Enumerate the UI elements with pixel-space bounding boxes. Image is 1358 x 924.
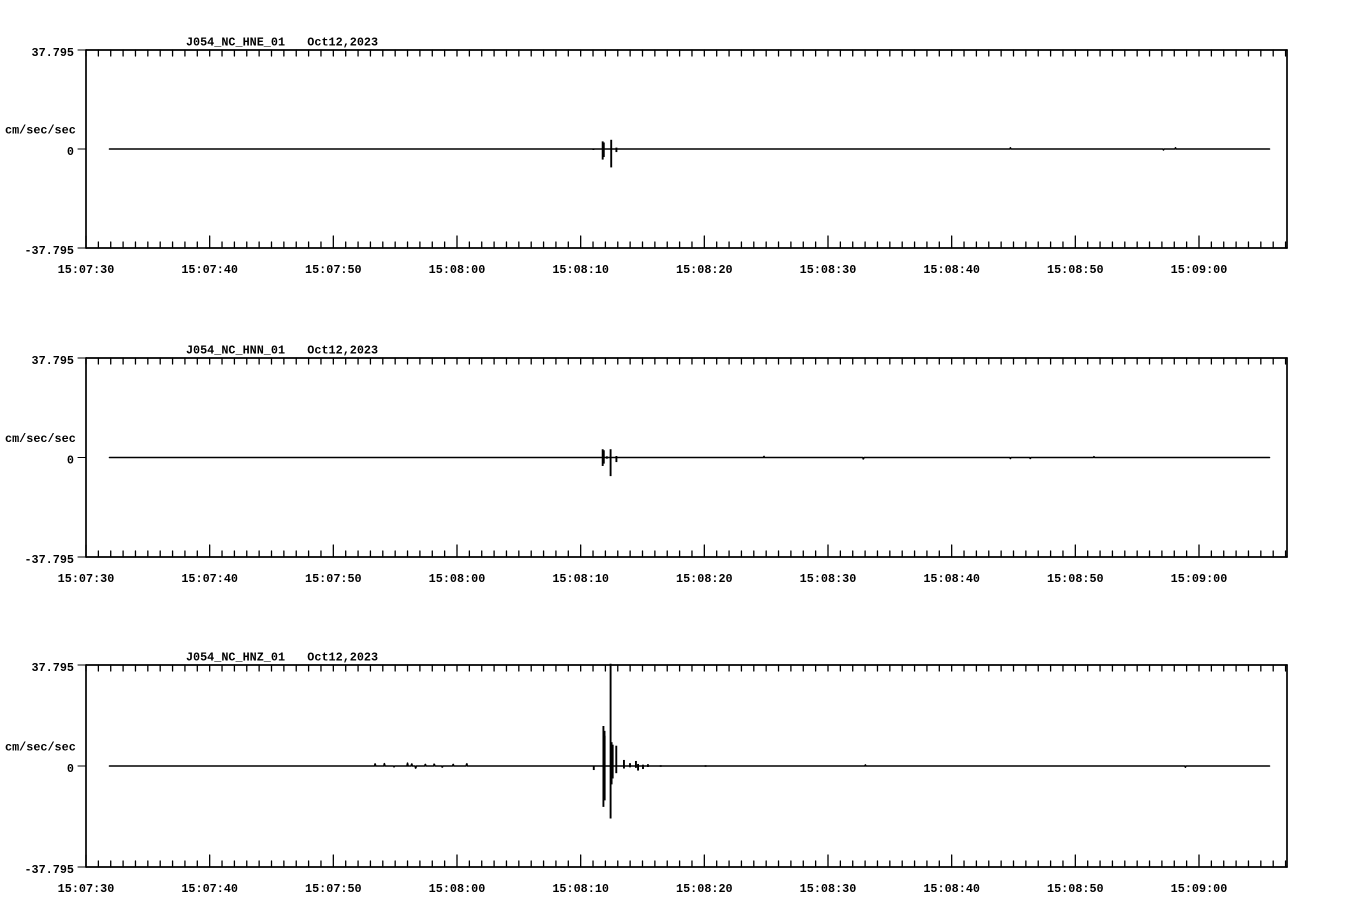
svg-text:15:08:40: 15:08:40	[923, 882, 980, 896]
svg-text:15:07:50: 15:07:50	[305, 572, 362, 586]
svg-text:15:07:40: 15:07:40	[181, 882, 238, 896]
svg-text:15:08:10: 15:08:10	[552, 882, 609, 896]
svg-text:15:08:50: 15:08:50	[1047, 882, 1104, 896]
svg-text:15:08:00: 15:08:00	[429, 882, 486, 896]
svg-text:15:08:30: 15:08:30	[800, 882, 857, 896]
svg-text:15:07:50: 15:07:50	[305, 882, 362, 896]
svg-text:15:09:00: 15:09:00	[1171, 572, 1228, 586]
svg-text:J054_NC_HNZ_01: J054_NC_HNZ_01	[186, 651, 285, 665]
svg-text:Oct12,2023: Oct12,2023	[307, 651, 378, 665]
svg-text:Oct12,2023: Oct12,2023	[307, 36, 378, 50]
svg-text:37.795: 37.795	[32, 661, 74, 675]
svg-text:0: 0	[67, 453, 74, 467]
svg-text:J054_NC_HNN_01: J054_NC_HNN_01	[186, 344, 285, 358]
svg-text:-37.795: -37.795	[24, 863, 74, 877]
svg-text:15:08:00: 15:08:00	[429, 572, 486, 586]
svg-text:Oct12,2023: Oct12,2023	[307, 344, 378, 358]
svg-text:15:08:10: 15:08:10	[552, 263, 609, 277]
svg-text:15:07:40: 15:07:40	[181, 263, 238, 277]
svg-text:cm/sec/sec: cm/sec/sec	[5, 124, 76, 138]
svg-text:0: 0	[67, 762, 74, 776]
svg-text:-37.795: -37.795	[24, 244, 74, 258]
svg-text:cm/sec/sec: cm/sec/sec	[5, 432, 76, 446]
svg-text:15:08:10: 15:08:10	[552, 572, 609, 586]
svg-text:15:07:30: 15:07:30	[58, 572, 115, 586]
svg-text:15:08:20: 15:08:20	[676, 263, 733, 277]
svg-text:15:08:20: 15:08:20	[676, 572, 733, 586]
svg-text:J054_NC_HNE_01: J054_NC_HNE_01	[186, 36, 285, 50]
svg-text:0: 0	[67, 145, 74, 159]
svg-text:15:08:00: 15:08:00	[429, 263, 486, 277]
svg-text:15:09:00: 15:09:00	[1171, 263, 1228, 277]
svg-text:37.795: 37.795	[32, 46, 74, 60]
svg-text:15:08:30: 15:08:30	[800, 572, 857, 586]
svg-text:15:08:30: 15:08:30	[800, 263, 857, 277]
svg-text:15:08:40: 15:08:40	[923, 263, 980, 277]
svg-text:15:09:00: 15:09:00	[1171, 882, 1228, 896]
svg-text:cm/sec/sec: cm/sec/sec	[5, 741, 76, 755]
svg-text:15:07:50: 15:07:50	[305, 263, 362, 277]
svg-text:15:08:40: 15:08:40	[923, 572, 980, 586]
svg-text:-37.795: -37.795	[24, 553, 74, 567]
svg-text:15:07:30: 15:07:30	[58, 882, 115, 896]
svg-text:15:07:30: 15:07:30	[58, 263, 115, 277]
svg-text:15:08:20: 15:08:20	[676, 882, 733, 896]
svg-text:15:08:50: 15:08:50	[1047, 572, 1104, 586]
svg-text:37.795: 37.795	[32, 354, 74, 368]
svg-text:15:08:50: 15:08:50	[1047, 263, 1104, 277]
svg-text:15:07:40: 15:07:40	[181, 572, 238, 586]
